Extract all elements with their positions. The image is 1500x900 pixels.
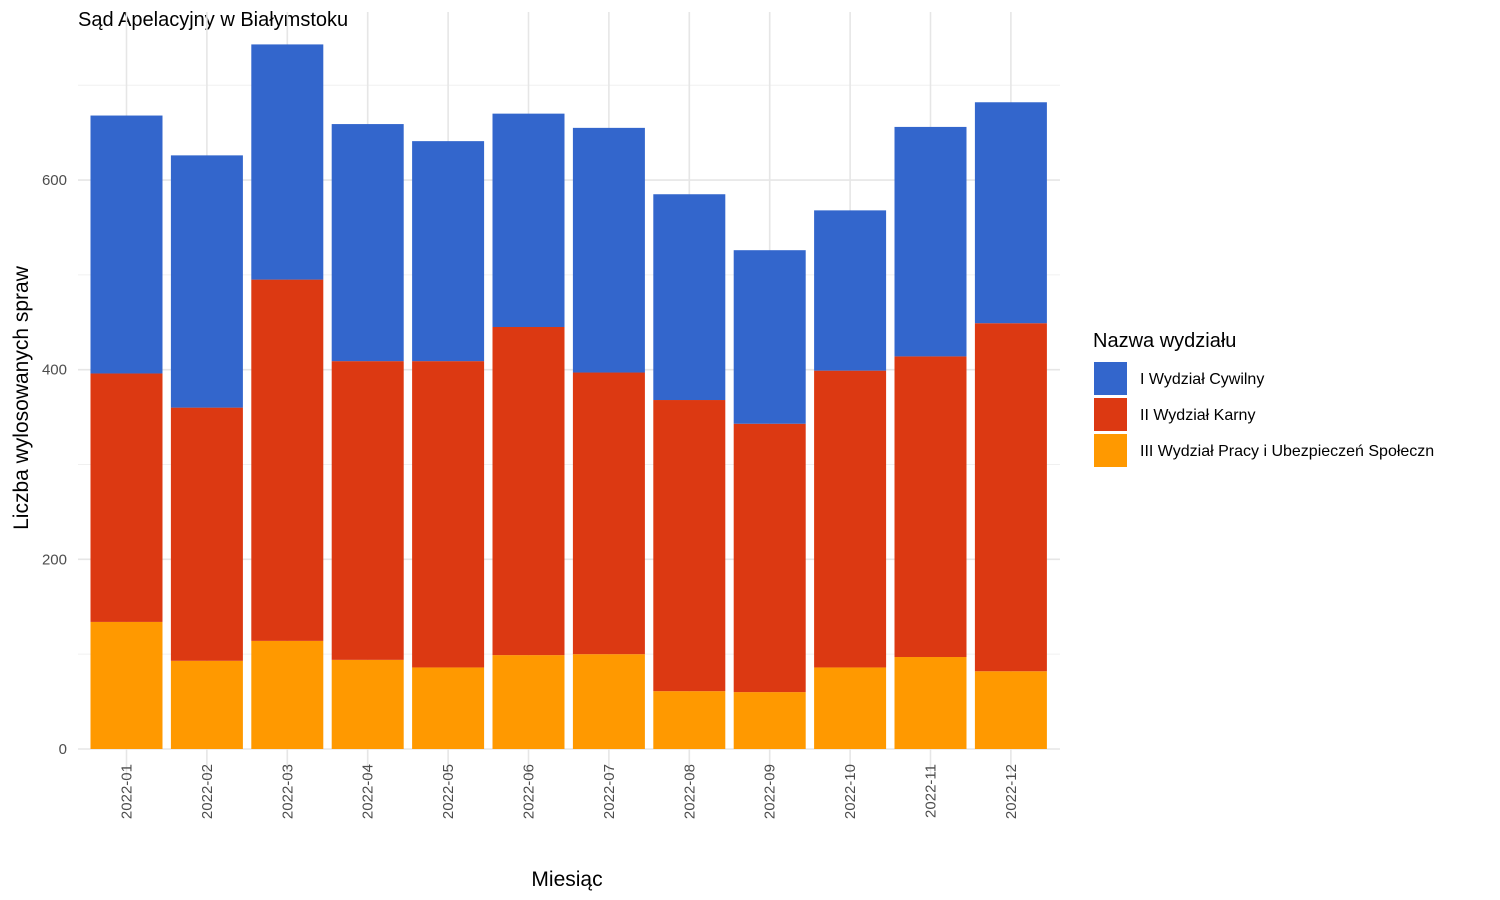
bar-segment — [814, 667, 887, 749]
bar-segment — [733, 692, 806, 749]
bar-segment — [492, 113, 565, 328]
legend-label: I Wydział Cywilny — [1140, 371, 1264, 388]
y-tick-label: 400 — [42, 362, 67, 379]
bar-segment — [492, 327, 565, 656]
y-tick-label: 600 — [42, 172, 67, 189]
bar-segment — [412, 667, 485, 749]
y-tick-label: 200 — [42, 551, 67, 568]
y-axis-title: Liczba wylosowanych spraw — [10, 265, 33, 530]
y-tick-label: 0 — [59, 741, 67, 758]
bar-segment — [894, 126, 967, 357]
bar-segment — [331, 124, 404, 362]
x-tick-label: 2022-05 — [440, 764, 457, 819]
x-tick-label: 2022-03 — [279, 764, 296, 819]
legend-key — [1094, 398, 1127, 431]
x-tick-label: 2022-07 — [601, 764, 618, 819]
bar-segment — [894, 356, 967, 658]
bar-segment — [974, 671, 1047, 749]
bar-segment — [653, 194, 726, 401]
bar-segment — [733, 423, 806, 693]
bar-segment — [90, 373, 163, 622]
x-tick-label: 2022-04 — [360, 764, 377, 819]
bar-segment — [653, 400, 726, 692]
bar-segment — [894, 657, 967, 749]
bar-segment — [492, 655, 565, 749]
chart-title: Sąd Apelacyjny w Białymstoku — [78, 9, 348, 31]
bars — [90, 44, 1047, 749]
legend: Nazwa wydziału I Wydział Cywilny II Wydzi… — [1093, 330, 1434, 467]
bar-segment — [90, 115, 163, 374]
bar-segment — [251, 640, 324, 749]
bar-segment — [814, 370, 887, 668]
x-tick-label: 2022-02 — [199, 764, 216, 819]
bar-segment — [331, 659, 404, 749]
bar-segment — [974, 102, 1047, 324]
bar-segment — [572, 372, 645, 655]
bar-segment — [733, 250, 806, 424]
bar-segment — [653, 691, 726, 749]
bar-segment — [572, 127, 645, 373]
bar-segment — [331, 361, 404, 660]
bar-segment — [170, 155, 243, 408]
legend-key — [1094, 362, 1127, 395]
x-tick-label: 2022-10 — [842, 764, 859, 819]
bar-segment — [974, 323, 1047, 672]
x-tick-label: 2022-12 — [1003, 764, 1020, 819]
x-axis-title: Miesiąc — [531, 868, 602, 891]
x-axis-ticks: 2022-01 2022-02 2022-03 2022-04 2022-05 2022-… — [119, 764, 1020, 819]
bar-segment — [170, 407, 243, 661]
bar-segment — [251, 44, 324, 280]
bar-segment — [814, 210, 887, 371]
legend-title: Nazwa wydziału — [1093, 330, 1236, 352]
bar-segment — [412, 361, 485, 668]
bar-segment — [170, 660, 243, 749]
legend-key — [1094, 434, 1127, 467]
legend-label: II Wydział Karny — [1140, 407, 1255, 424]
bar-segment — [251, 279, 324, 641]
x-tick-label: 2022-01 — [119, 764, 136, 819]
x-tick-label: 2022-11 — [923, 764, 940, 818]
x-tick-label: 2022-08 — [681, 764, 698, 819]
bar-segment — [412, 141, 485, 362]
x-tick-label: 2022-06 — [521, 764, 538, 819]
bar-segment — [572, 654, 645, 749]
legend-label: III Wydział Pracy i Ubezpieczeń Społeczn — [1140, 443, 1434, 460]
x-tick-label: 2022-09 — [762, 764, 779, 819]
bar-segment — [90, 621, 163, 749]
y-axis-ticks: 0 200 400 600 — [42, 172, 67, 758]
